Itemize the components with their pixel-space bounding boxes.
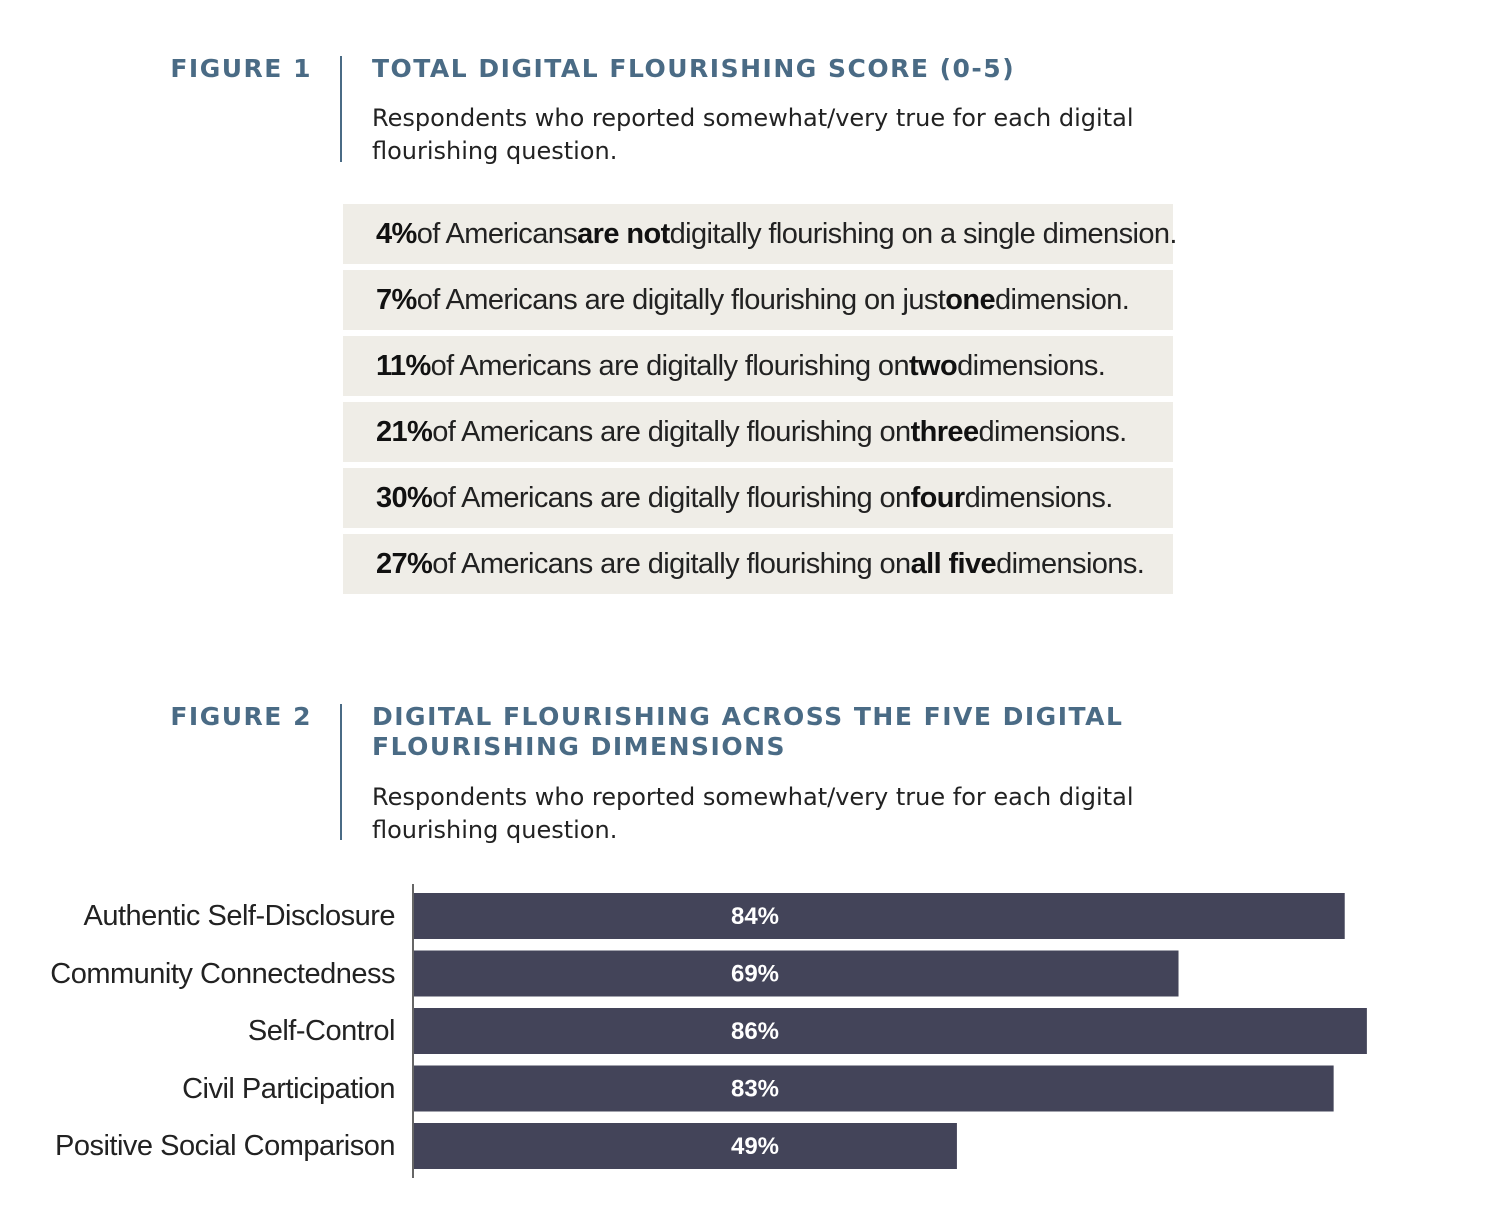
stat-row: 11% of Americans are digitally flourishi…: [343, 336, 1173, 396]
figure1-label: FIGURE 1: [170, 54, 312, 83]
stat-row: 21% of Americans are digitally flourishi…: [343, 402, 1173, 462]
stat-emphasis: two: [908, 349, 958, 382]
stat-text: dimensions.: [957, 349, 1106, 382]
bar: [414, 893, 1345, 939]
bars-group: 84% 69% 86% 83% 49%: [414, 893, 1367, 1169]
stat-text: of Americans are digitally flourishing o…: [432, 415, 911, 448]
category-label: Self-Control: [247, 1015, 396, 1047]
stat-text: of Americans are digitally flourishing o…: [416, 283, 946, 316]
bar: [414, 950, 1179, 997]
category-label: Civil Participation: [182, 1072, 395, 1105]
stat-text: dimensions.: [964, 481, 1114, 514]
stat-row: 30% of Americans are digitally flourishi…: [343, 468, 1173, 528]
bar: [414, 1123, 957, 1169]
stat-emphasis: all five: [910, 547, 997, 580]
stat-row: 27% of Americans are digitally flourishi…: [343, 534, 1173, 594]
stat-text: digitally flourishing on a single dimens…: [669, 217, 1178, 250]
stat-percent: 21%: [376, 415, 433, 448]
stat-percent: 7%: [376, 283, 417, 316]
stat-percent: 4%: [376, 217, 417, 250]
figure2-subtitle: Respondents who reported somewhat/very t…: [372, 783, 1134, 844]
bar: [414, 1008, 1367, 1054]
stat-percent: 11%: [376, 349, 431, 382]
category-label: Community Connectedness: [50, 957, 395, 990]
bar-value-label: 84%: [731, 903, 779, 930]
stat-emphasis: four: [910, 481, 966, 514]
stat-percent: 30%: [376, 481, 433, 514]
figure2-title-line1: DIGITAL FLOURISHING ACROSS THE FIVE DIGI…: [372, 702, 1124, 731]
figure2-divider: [340, 704, 342, 840]
figure1-divider: [340, 56, 342, 162]
stat-text: of Americans are digitally flourishing o…: [430, 349, 910, 382]
bar-value-label: 83%: [731, 1076, 779, 1103]
category-label: Positive Social Comparison: [55, 1130, 395, 1162]
stat-text: of Americans are digitally flourishing o…: [432, 481, 911, 514]
bar-value-label: 49%: [731, 1133, 779, 1160]
stat-row: 7% of Americans are digitally flourishin…: [343, 270, 1173, 330]
figure1-title: TOTAL DIGITAL FLOURISHING SCORE (0-5): [372, 54, 1016, 83]
stat-text: dimensions.: [978, 415, 1128, 448]
figure1-subtitle: Respondents who reported somewhat/very t…: [372, 104, 1134, 165]
stat-text: of Americans are digitally flourishing o…: [432, 547, 911, 580]
stat-percent: 27%: [376, 547, 433, 580]
stat-emphasis: one: [945, 283, 995, 316]
bar-value-label: 86%: [731, 1018, 779, 1045]
bar-value-label: 69%: [731, 961, 779, 988]
stat-row: 4% of Americans are not digitally flouri…: [343, 204, 1177, 264]
figure2-title-line2: FLOURISHING DIMENSIONS: [372, 732, 787, 761]
category-label: Authentic Self-Disclosure: [83, 900, 396, 932]
stat-text: dimensions.: [996, 547, 1145, 580]
figure2-label: FIGURE 2: [170, 702, 312, 731]
stat-text: of Americans: [416, 217, 578, 250]
bar: [414, 1065, 1334, 1112]
stat-text: dimension.: [995, 283, 1130, 316]
stat-emphasis: three: [910, 415, 980, 448]
stat-emphasis: are not: [577, 217, 670, 250]
